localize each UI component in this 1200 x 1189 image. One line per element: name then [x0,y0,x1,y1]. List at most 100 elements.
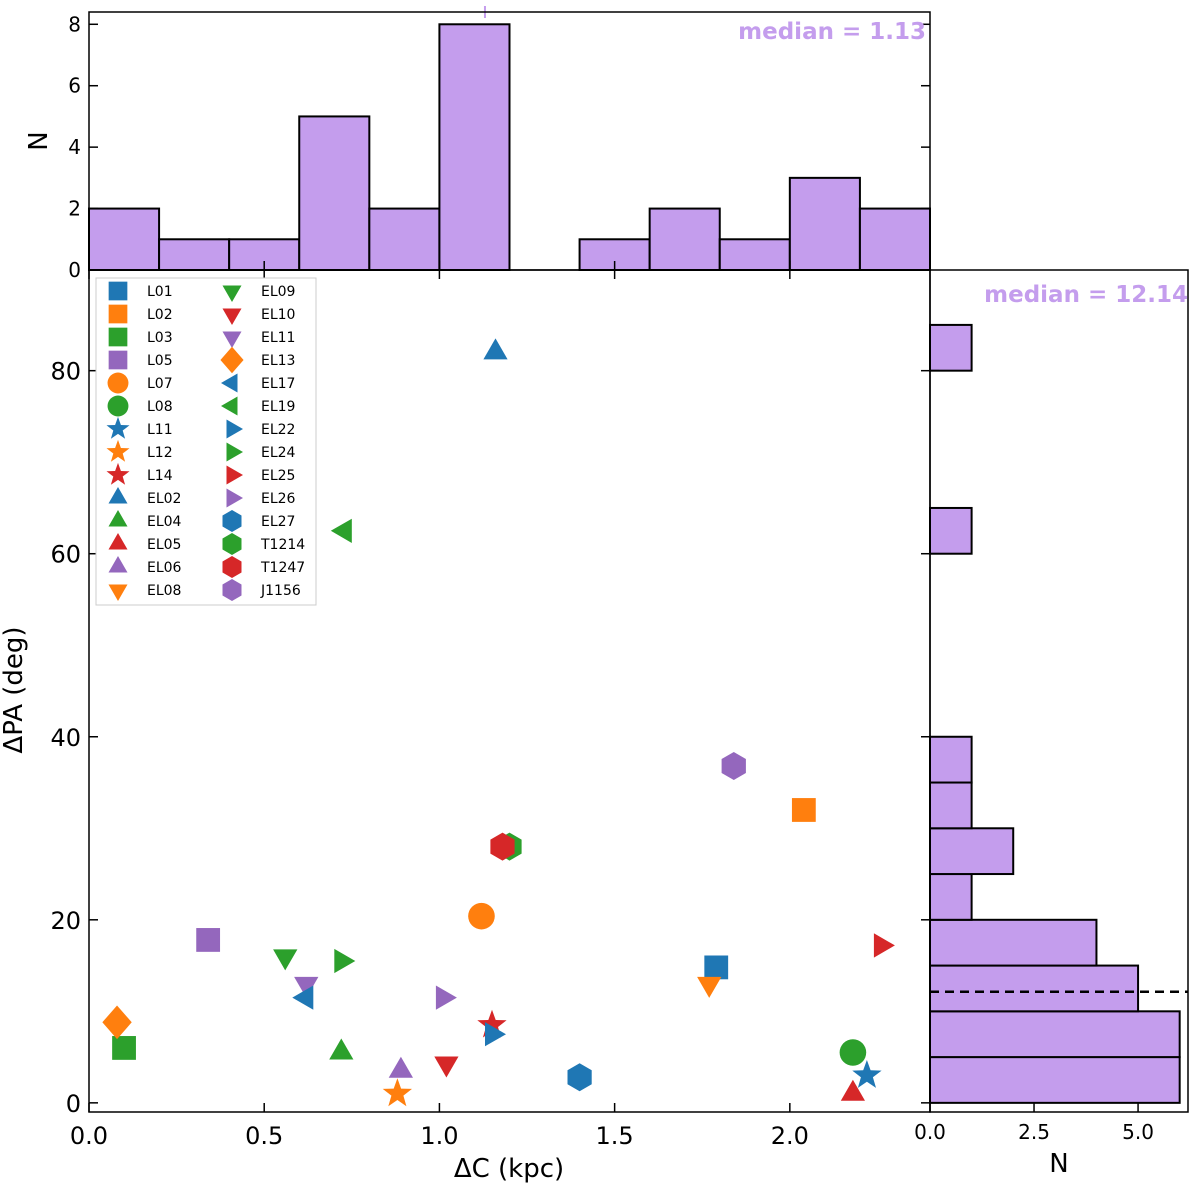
scatter-y-tick-label: 20 [50,907,81,935]
legend-label-el26: EL26 [261,491,296,507]
scatter-point-t1247 [490,832,515,861]
top-histogram-bar [858,207,932,271]
scatter-points [102,338,895,1107]
legend-label-el25: EL25 [261,468,295,484]
scatter-point-el19 [330,518,352,543]
scatter-point-l05 [196,928,221,952]
legend-marker-el02 [108,487,128,504]
legend-marker-el22 [226,419,243,439]
legend-marker-el09 [222,285,242,302]
legend-marker-el04 [108,510,128,527]
legend-marker-el08 [108,584,128,601]
scatter-point-el25 [873,933,895,958]
legend-label-el13: EL13 [261,353,295,369]
legend-marker-el24 [226,442,243,462]
legend-marker-el27 [222,510,242,532]
top-y-tick-label: 4 [68,135,81,159]
scatter-y-tick-label: 60 [50,541,81,569]
right-x-tick-label: 5.0 [1122,1120,1154,1144]
scatter-point-l03 [112,1036,136,1060]
right-x-tick-label: 0.0 [914,1120,946,1144]
legend-label-l14: L14 [147,468,173,484]
scatter-x-tick-label: 1.5 [596,1122,634,1150]
legend-label-l11: L11 [147,422,173,438]
top-y-tick-label: 2 [68,197,81,221]
legend-marker-el06 [108,556,128,573]
legend-label-l12: L12 [147,445,173,461]
right-histogram-bar [929,827,1015,876]
scatter-x-tick-label: 2.0 [771,1122,809,1150]
scatter-point-el26 [435,985,457,1010]
top-histogram-bar [298,115,371,271]
legend-label-el04: EL04 [147,514,182,530]
scatter-x-label: ΔC (kpc) [454,1154,564,1184]
right-histogram-median-label: median = 12.14 [984,282,1188,308]
legend-marker-el11 [222,331,242,348]
legend-marker-el17 [221,373,238,393]
legend-marker-l03 [108,327,128,347]
top-histogram-x-ticks [88,261,791,270]
scatter-point-l02 [791,798,816,822]
legend-marker-l12 [106,439,130,462]
scatter-x-tick-label: 0.0 [70,1122,108,1150]
scatter-plot: 0.0 0.5 1.0 1.5 2.0 0 20 40 60 80 ΔC (kpc) ΔPA (… [0,269,931,1184]
legend-marker-el26 [226,488,243,508]
legend-marker-l02 [108,304,128,324]
right-histogram-bar [929,1010,1181,1059]
legend-label-el10: EL10 [261,307,295,323]
legend-label-l02: L02 [147,307,173,323]
legend-marker-l07 [107,372,129,394]
scatter-y-ticks: 0 20 40 60 80 [50,358,930,1118]
scatter-point-el05 [840,1079,865,1101]
scatter-point-el24 [334,948,356,974]
scatter-point-l11 [852,1060,882,1088]
legend-label-l07: L07 [147,376,173,392]
right-histogram-bar [929,873,973,921]
legend-marker-l08 [107,395,129,417]
top-histogram-bar [88,207,161,271]
top-histogram-median-label: median = 1.13 [738,19,926,45]
legend-marker-el05 [108,533,128,550]
scatter-point-el17 [292,985,314,1010]
scatter-point-l01 [704,955,729,980]
legend-marker-l01 [108,281,128,301]
scatter-point-l12 [382,1078,412,1107]
scatter-y-label: ΔPA (deg) [0,626,29,753]
right-histogram: 0.0 2.5 5.0 N median = 12.14 [914,269,1189,1179]
top-histogram-bar [368,207,441,271]
scatter-point-l14 [477,1009,507,1038]
legend-label-el19: EL19 [261,399,295,415]
legend-label-el08: EL08 [147,583,181,599]
legend-label-t1214: T1214 [260,537,305,553]
top-histogram-bars [88,23,932,272]
scatter-point-j1156 [721,752,746,780]
legend-marker-l11 [106,416,130,439]
scatter-point-el27 [567,1063,592,1092]
legend-label-el27: EL27 [261,514,295,530]
right-histogram-bar [929,735,973,784]
legend-label-el09: EL09 [261,284,295,300]
legend-marker-t1214 [222,533,242,555]
top-y-tick-label: 6 [68,74,81,98]
scatter-point-el10 [434,1056,459,1078]
scatter-x-ticks: 0.0 0.5 1.0 1.5 2.0 [70,270,809,1150]
top-histogram-bar [788,176,861,272]
scatter-point-el09 [273,949,298,971]
top-histogram-bar [158,238,231,272]
legend-marker-j1156 [222,579,242,601]
legend-items: L01 L02 L03 L05 L07 L08 L11 L12 L14 EL02 EL04 EL05 E… [106,281,305,601]
legend-label-l01: L01 [147,284,173,300]
right-x-tick-label: 2.5 [1018,1120,1050,1144]
legend-label-j1156: J1156 [260,583,301,599]
scatter-y-tick-label: 80 [50,358,81,386]
legend-marker-l05 [108,350,128,370]
legend-label-l08: L08 [147,399,173,415]
legend-marker-el19 [221,396,238,416]
top-histogram-bar [648,207,721,271]
right-histogram-bars [929,323,1181,1104]
legend-label-el05: EL05 [147,537,181,553]
legend-label-el17: EL17 [261,376,295,392]
scatter-y-tick-label: 0 [66,1090,81,1118]
legend-label-l03: L03 [147,330,173,346]
